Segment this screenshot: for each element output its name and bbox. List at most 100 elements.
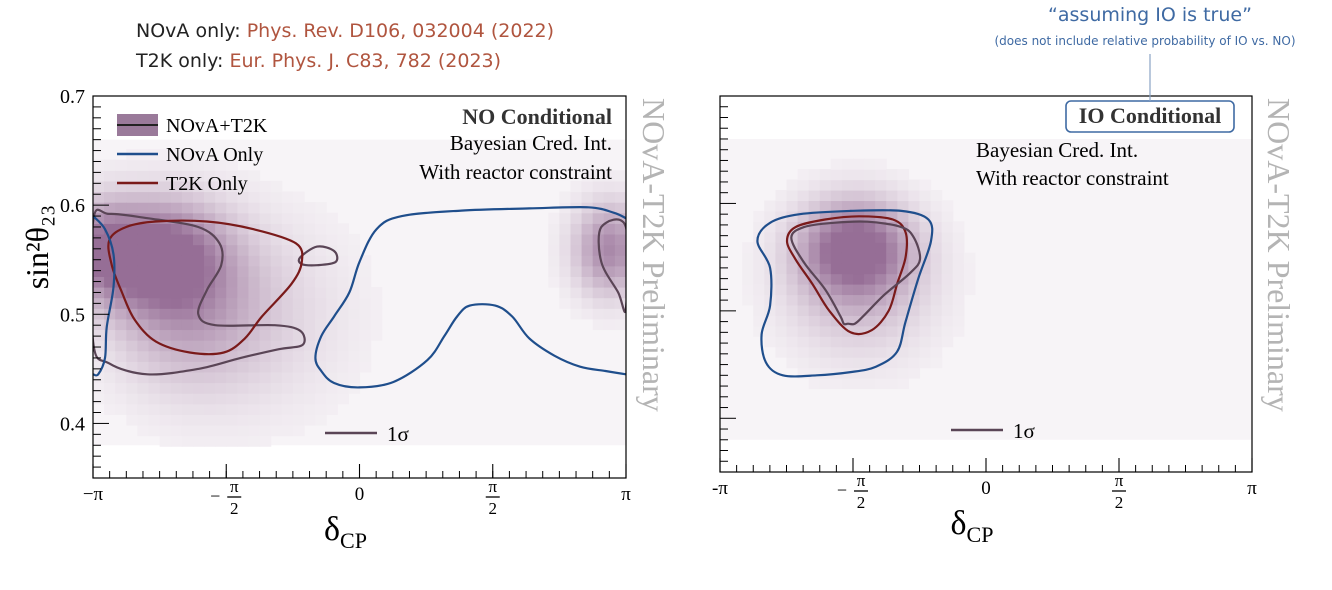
density-cell (204, 223, 216, 235)
density-cell (875, 294, 887, 306)
density-cell (170, 435, 183, 447)
density-cell (104, 382, 116, 394)
density-cell (830, 158, 843, 170)
density-cell (830, 200, 843, 212)
density-cell (248, 371, 261, 384)
density-cell (259, 255, 272, 267)
y-axis (720, 95, 736, 473)
density-cell (315, 414, 327, 426)
density-cell (853, 367, 865, 379)
density-cell (908, 315, 921, 327)
density-cell (808, 179, 821, 191)
density-cell (603, 287, 616, 299)
density-cell (137, 265, 150, 277)
density-cell (853, 346, 865, 358)
density-cell (281, 414, 294, 426)
density-cell (775, 200, 788, 212)
density-cell (753, 210, 765, 222)
density-cell (775, 336, 788, 348)
density-cell (137, 414, 150, 426)
density-cell (115, 361, 127, 373)
density-cell (281, 329, 294, 341)
density-cell (137, 159, 150, 171)
density-cell (215, 159, 227, 171)
density-cell (170, 223, 183, 235)
density-cell (897, 242, 910, 254)
density-cell (159, 371, 172, 384)
density-cell (270, 223, 283, 235)
density-cell (614, 308, 626, 320)
density-cell (830, 378, 843, 390)
density-cell (853, 179, 865, 191)
density-cell (215, 435, 227, 447)
density-cell (919, 336, 932, 348)
density-cell (104, 361, 116, 373)
density-cell (359, 308, 372, 320)
density-cell (797, 200, 810, 212)
density-cell (93, 265, 105, 277)
t2k-reference: T2K only: Eur. Phys. J. C83, 782 (2023) (136, 50, 501, 72)
t2k-reference-citation[interactable]: Eur. Phys. J. C83, 782 (2023) (229, 50, 502, 72)
density-cell (370, 308, 383, 320)
density-cell (841, 304, 854, 316)
density-cell (548, 223, 560, 235)
density-cell (192, 393, 205, 405)
density-cell (237, 233, 250, 246)
density-cell (359, 265, 372, 277)
density-cell (797, 315, 810, 327)
density-cell (941, 325, 954, 337)
density-cell (115, 276, 127, 288)
density-cell (786, 315, 799, 327)
density-cell (841, 169, 854, 181)
density-cell (830, 325, 843, 337)
density-cell (159, 393, 172, 405)
panel-title: NO Conditional (462, 104, 612, 129)
density-cell (753, 263, 765, 275)
density-cell (797, 242, 810, 254)
density-cell (104, 159, 116, 171)
density-cell (841, 315, 854, 327)
density-cell (348, 361, 361, 373)
density-cell (548, 212, 560, 224)
density-cell (270, 233, 283, 246)
density-cell (248, 329, 261, 341)
density-cell (742, 284, 754, 296)
contours (756, 209, 934, 378)
density-cell (93, 382, 105, 394)
combined-contour (93, 208, 306, 376)
density-cell (786, 273, 799, 285)
x-tick-label: − π 2 (210, 477, 242, 518)
density-cell (303, 414, 316, 426)
density-cell (126, 318, 139, 331)
density-cell (248, 276, 261, 288)
nova-reference-citation[interactable]: Phys. Rev. D106, 032004 (2022) (246, 20, 555, 42)
sigma-key-label: 1σ (1013, 419, 1035, 443)
density-cell (614, 223, 626, 235)
y-tick-label: 0.6 (60, 195, 85, 217)
density-cell (148, 265, 161, 277)
density-cell (786, 190, 799, 202)
density-cell (204, 202, 216, 214)
density-cell (315, 361, 327, 373)
density-cell (204, 159, 216, 171)
density-cell (786, 284, 799, 296)
density-cell (808, 221, 821, 233)
density-cell (137, 223, 150, 235)
density-cell (115, 244, 127, 256)
density-cell (786, 357, 799, 369)
density-cell (204, 191, 216, 203)
density-cell (248, 350, 261, 362)
density-cell (192, 244, 205, 256)
density-cell (270, 265, 283, 277)
density-cell (908, 346, 921, 358)
density-cell (181, 265, 194, 277)
density-cell (204, 340, 216, 352)
density-cell (786, 346, 799, 358)
density-cell (864, 190, 876, 202)
density-cell (104, 212, 116, 224)
density-cell (819, 325, 832, 337)
density-cell (270, 276, 283, 288)
density-cell (237, 276, 250, 288)
density-cell (237, 212, 250, 224)
density-cell (292, 212, 305, 224)
